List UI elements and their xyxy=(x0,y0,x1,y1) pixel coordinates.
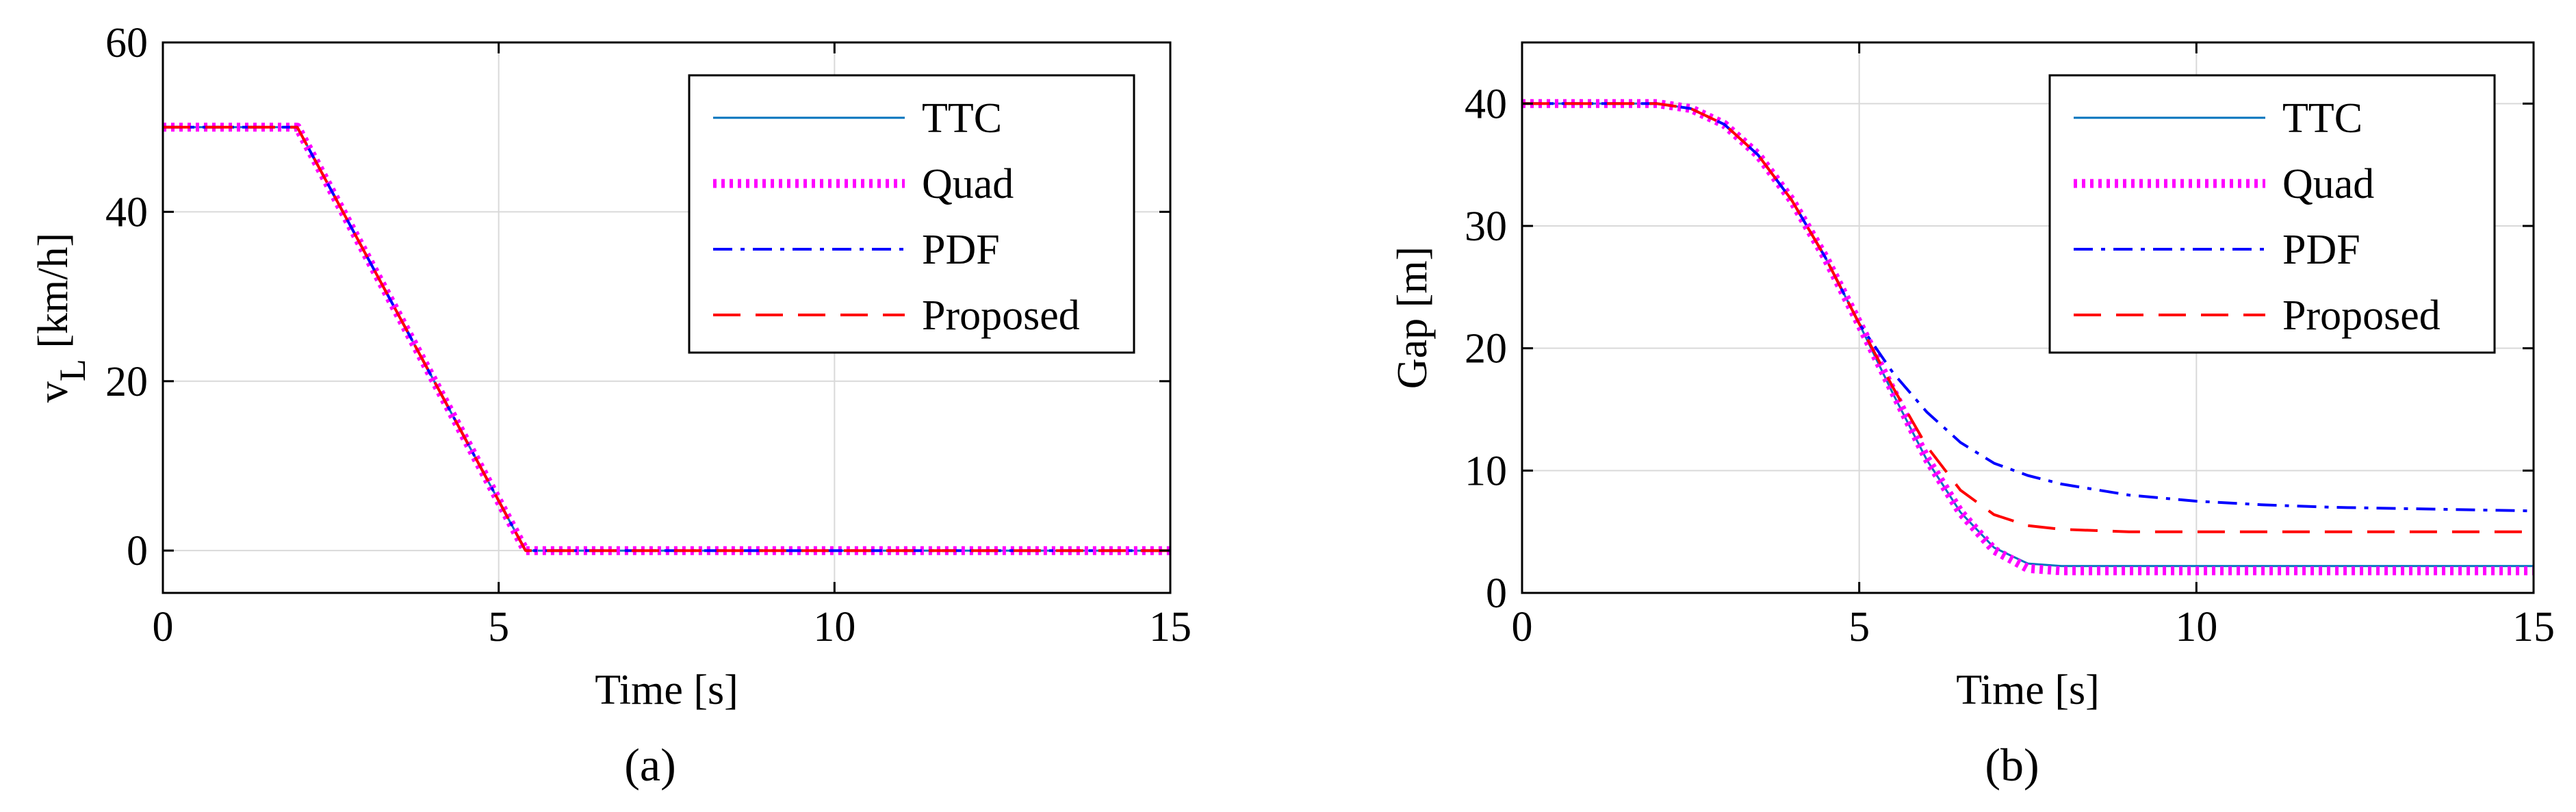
y-axis-label-main: Gap [m] xyxy=(1389,246,1436,389)
x-tick-label: 5 xyxy=(488,604,509,650)
y-tick-label: 60 xyxy=(105,20,148,66)
legend-label-quad: Quad xyxy=(922,161,1014,207)
legend-box xyxy=(2048,74,2496,354)
y-tick-label: 10 xyxy=(1465,448,1507,494)
series-line-pdf xyxy=(1522,102,2534,513)
y-tick-label: 0 xyxy=(127,528,148,574)
y-tick-label: 40 xyxy=(1465,81,1507,127)
axes-box xyxy=(162,41,1172,594)
series-line-proposed xyxy=(163,125,1170,553)
x-tick-label: 15 xyxy=(1149,604,1192,650)
panel-label: (b) xyxy=(1985,739,2039,791)
legend-label-proposed: Proposed xyxy=(922,292,1080,339)
y-axis-label-sub: L xyxy=(52,359,93,381)
y-tick-label: 30 xyxy=(1465,203,1507,250)
x-tick-label: 0 xyxy=(1512,604,1533,650)
x-axis-label: Time [s] xyxy=(1956,667,2100,713)
legend-label-ttc: TTC xyxy=(922,95,1002,142)
series-line-proposed xyxy=(1522,102,2534,533)
legend-label-proposed: Proposed xyxy=(2282,292,2440,339)
y-axis-label: Gap [m] xyxy=(1389,246,1436,389)
legend-box xyxy=(688,74,1135,354)
x-tick-label: 0 xyxy=(153,604,174,650)
y-tick-label: 0 xyxy=(1486,570,1507,617)
legend-label-pdf: PDF xyxy=(922,227,1000,273)
x-tick-label: 10 xyxy=(813,604,855,650)
y-tick-label: 40 xyxy=(105,189,148,236)
legend-label-quad: Quad xyxy=(2282,161,2374,207)
panel-label: (a) xyxy=(624,739,675,791)
y-axis-label-unit: [km/h] xyxy=(30,233,77,359)
x-axis-label: Time [s] xyxy=(595,667,738,713)
chart-panel-b: 0 5 10 15 0 10 20 30 40 Time [s] Gap [m] TTC Quad PDF… xyxy=(1389,41,2555,791)
y-axis-label: vL [km/h] xyxy=(30,233,93,403)
legend-label-pdf: PDF xyxy=(2282,227,2360,273)
x-tick-label: 15 xyxy=(2512,604,2555,650)
axes-box xyxy=(1521,41,2535,594)
legend-label-ttc: TTC xyxy=(2282,95,2362,142)
y-axis-label-main: v xyxy=(30,381,77,403)
x-tick-label: 10 xyxy=(2175,604,2217,650)
y-tick-label: 20 xyxy=(105,359,148,405)
chart-panel-a: 0 5 10 15 0 20 40 60 Time [s] vL [km/h] TTC Quad PDF… xyxy=(30,20,1192,791)
x-tick-label: 5 xyxy=(1849,604,1870,650)
y-tick-label: 20 xyxy=(1465,326,1507,372)
